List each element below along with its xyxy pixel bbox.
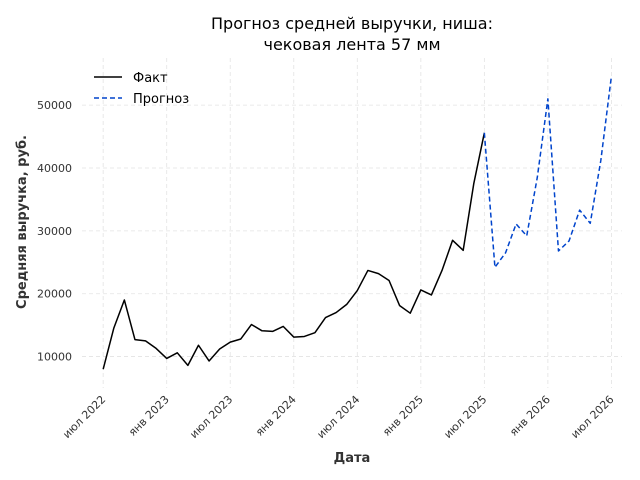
y-tick-label: 20000: [37, 288, 72, 301]
chart-title-line-1: Прогноз средней выручки, ниша:: [211, 14, 493, 33]
y-tick-label: 10000: [37, 351, 72, 364]
x-tick-label: июл 2023: [187, 393, 235, 441]
x-tick-label: июл 2022: [60, 393, 108, 441]
legend: Факт Прогноз: [94, 71, 189, 107]
x-tick-label: июл 2025: [441, 393, 489, 441]
x-tick-label: янв 2023: [126, 393, 172, 439]
y-tick-label: 30000: [37, 225, 72, 238]
series-lines: [102, 76, 613, 370]
x-tick-label: янв 2025: [380, 393, 426, 439]
x-tick-label: июл 2026: [568, 393, 616, 441]
y-tick-label: 40000: [37, 162, 72, 175]
x-tick-label: июл 2024: [314, 393, 362, 441]
legend-label-forecast: Прогноз: [133, 92, 189, 107]
x-tick-label: янв 2026: [507, 393, 553, 439]
series-line-fact: [102, 132, 486, 370]
x-tick-label: янв 2024: [253, 393, 299, 439]
series-line-forecast: [483, 76, 613, 269]
x-axis-label: Дата: [334, 451, 371, 466]
y-tick-label: 50000: [37, 99, 72, 112]
chart-title-line-2: чековая лента 57 мм: [263, 35, 440, 54]
grid: [82, 58, 622, 388]
axis-ticks: 10000 20000 30000 40000 50000 июл 2022 янв 202…: [37, 99, 617, 441]
y-axis-label: Средняя выручка, руб.: [15, 135, 30, 309]
legend-label-fact: Факт: [133, 71, 168, 86]
